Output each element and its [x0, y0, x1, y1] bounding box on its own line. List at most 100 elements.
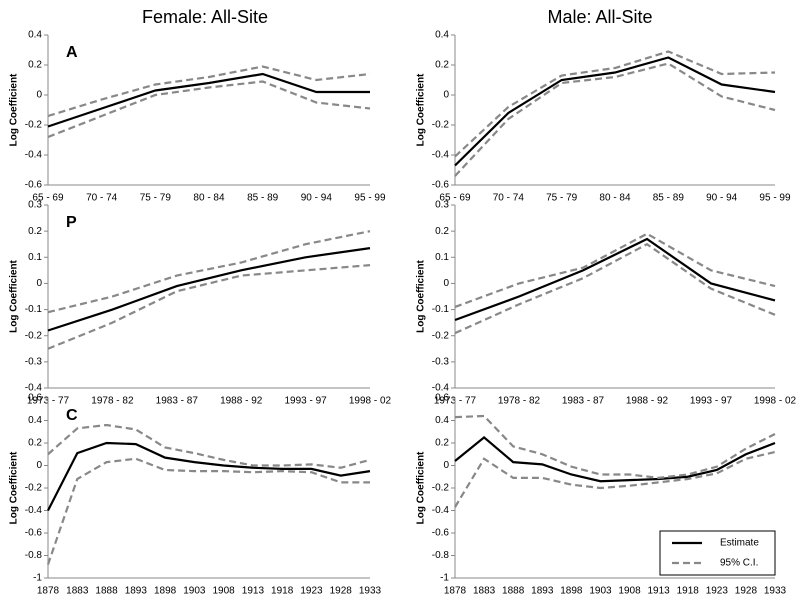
- legend-label: Estimate: [720, 538, 759, 549]
- ci-line: [46, 457, 370, 565]
- estimate-line: [47, 441, 371, 511]
- x-tick-label: 1923: [706, 586, 729, 597]
- column-title: Female: All-Site: [142, 7, 268, 27]
- x-tick-label: 1898: [560, 586, 583, 597]
- y-tick-label: -0.2: [25, 483, 43, 494]
- legend-label: 95% C.I.: [720, 558, 758, 569]
- x-tick-label: 1988 - 92: [220, 396, 263, 407]
- x-tick-label: 1913: [648, 586, 671, 597]
- x-tick-label: 1978 - 82: [91, 396, 134, 407]
- x-tick-label: 1918: [677, 586, 700, 597]
- y-tick-label: 0: [36, 278, 42, 289]
- y-axis-label: Log Coefficient: [416, 451, 427, 524]
- y-tick-label: 0.4: [28, 415, 42, 426]
- estimate-line: [454, 56, 776, 167]
- legend-box: [659, 530, 776, 576]
- x-tick-label: 65 - 69: [439, 193, 471, 204]
- y-tick-label: 0.3: [435, 200, 449, 211]
- y-tick-label: -0.6: [432, 180, 450, 191]
- ci-line: [454, 242, 776, 335]
- x-tick-label: 95 - 99: [759, 193, 791, 204]
- x-tick-label: 1883: [473, 586, 496, 597]
- y-tick-label: 0.6: [28, 393, 42, 404]
- ci-line: [454, 50, 776, 158]
- estimate-line: [454, 435, 776, 483]
- y-tick-label: -0.4: [432, 383, 450, 394]
- y-tick-label: 0.2: [435, 60, 449, 71]
- y-tick-label: -0.1: [25, 304, 43, 315]
- y-tick-label: 0.2: [28, 60, 42, 71]
- y-axis-label: Log Coefficient: [416, 259, 427, 332]
- y-tick-label: 0.1: [435, 252, 449, 263]
- x-tick-label: 1983 - 87: [562, 396, 605, 407]
- x-tick-label: 1908: [618, 586, 641, 597]
- ci-line: [47, 423, 371, 469]
- y-tick-label: 0.6: [435, 393, 449, 404]
- y-tick-label: -0.4: [25, 383, 43, 394]
- y-tick-label: 0.3: [28, 200, 42, 211]
- y-axis-label: Log Coefficient: [416, 73, 427, 146]
- x-tick-label: 1883: [66, 586, 89, 597]
- panel-label: P: [66, 214, 77, 231]
- y-tick-label: 0: [443, 460, 449, 471]
- y-tick-label: -0.4: [432, 150, 450, 161]
- y-tick-label: -1: [33, 573, 42, 584]
- y-tick-label: -0.3: [432, 356, 450, 367]
- x-tick-label: 1923: [300, 586, 323, 597]
- x-tick-label: 1998 - 02: [349, 396, 392, 407]
- x-tick-label: 1928: [330, 586, 353, 597]
- x-tick-label: 1893: [531, 586, 554, 597]
- y-tick-label: -0.2: [432, 330, 450, 341]
- x-tick-label: 1998 - 02: [754, 396, 797, 407]
- column-title: Male: All-Site: [547, 7, 652, 27]
- ci-line: [454, 414, 776, 479]
- estimate-line: [47, 72, 370, 128]
- y-axis-label: Log Coefficient: [9, 451, 20, 524]
- panel-label: C: [66, 407, 78, 424]
- x-tick-label: 70 - 74: [86, 193, 118, 204]
- y-axis-label: Log Coefficient: [9, 259, 20, 332]
- panel-label: A: [66, 44, 78, 61]
- x-tick-label: 75 - 79: [546, 193, 578, 204]
- y-tick-label: -0.4: [25, 505, 43, 516]
- y-tick-label: -0.2: [25, 120, 43, 131]
- x-tick-label: 1913: [242, 586, 265, 597]
- y-tick-label: 0.1: [28, 252, 42, 263]
- y-tick-label: -0.6: [25, 180, 43, 191]
- ci-line: [454, 62, 776, 177]
- x-tick-label: 1983 - 87: [156, 396, 199, 407]
- x-tick-label: 1993 - 97: [690, 396, 733, 407]
- y-axis-label: Log Coefficient: [9, 73, 20, 146]
- x-tick-label: 90 - 94: [301, 193, 333, 204]
- ci-line: [47, 230, 371, 314]
- x-tick-label: 70 - 74: [493, 193, 525, 204]
- y-tick-label: 0: [36, 90, 42, 101]
- ci-line: [47, 80, 371, 139]
- y-tick-label: -0.8: [25, 550, 43, 561]
- estimate-line: [47, 247, 371, 332]
- y-tick-label: -0.1: [432, 304, 450, 315]
- y-tick-label: 0.2: [28, 226, 42, 237]
- y-tick-label: -0.4: [25, 150, 43, 161]
- y-tick-label: -1: [440, 573, 449, 584]
- y-tick-label: -0.4: [432, 505, 450, 516]
- x-tick-label: 1893: [125, 586, 148, 597]
- y-tick-label: -0.6: [25, 528, 43, 539]
- y-tick-label: 0.2: [435, 226, 449, 237]
- x-tick-label: 85 - 89: [653, 193, 685, 204]
- y-tick-label: 0.4: [435, 415, 449, 426]
- x-tick-label: 1918: [271, 586, 294, 597]
- x-tick-label: 1903: [589, 586, 612, 597]
- x-tick-label: 1908: [213, 586, 236, 597]
- x-tick-label: 1878: [444, 586, 467, 597]
- y-tick-label: 0.2: [28, 438, 42, 449]
- y-tick-label: 0: [36, 460, 42, 471]
- y-tick-label: -0.2: [432, 483, 450, 494]
- y-tick-label: 0: [443, 90, 449, 101]
- ci-line: [454, 450, 776, 508]
- x-tick-label: 85 - 89: [247, 193, 279, 204]
- x-tick-label: 1928: [735, 586, 758, 597]
- ci-line: [47, 65, 371, 118]
- x-tick-label: 1888: [95, 586, 118, 597]
